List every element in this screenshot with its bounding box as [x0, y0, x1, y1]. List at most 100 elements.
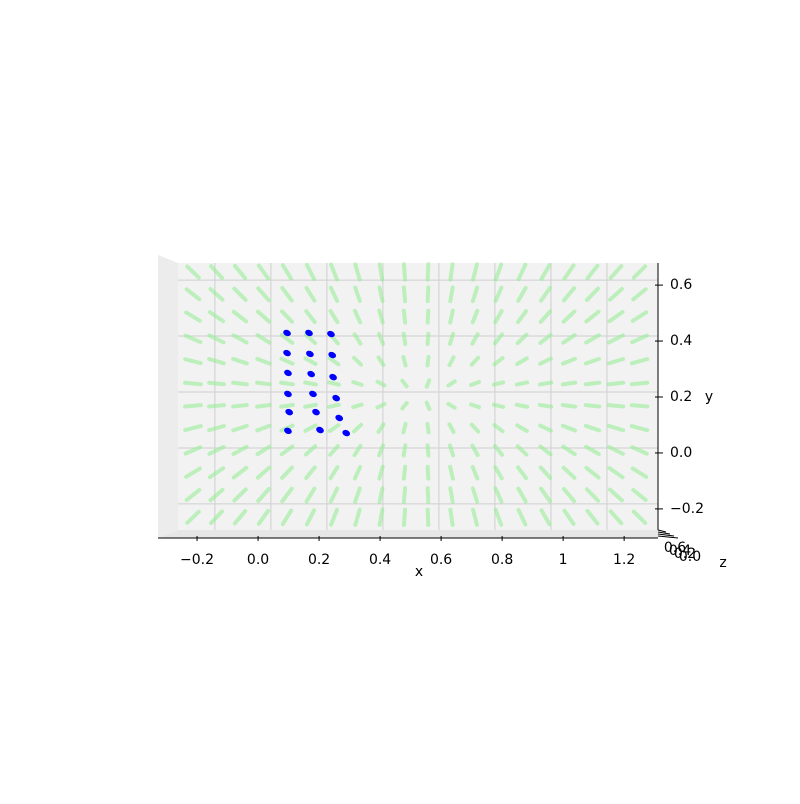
field-arrow — [377, 308, 385, 325]
floor-pane — [158, 530, 658, 538]
field-arrow — [400, 401, 409, 411]
field-arrow — [516, 285, 528, 303]
field-arrow — [516, 486, 528, 504]
z-tick — [657, 531, 671, 535]
x-tick-label: 0.2 — [308, 552, 330, 568]
z-tick-label: 0.4 — [669, 543, 691, 559]
field-arrow — [538, 465, 553, 480]
field-arrow — [560, 403, 578, 409]
x-tick-label: 1 — [559, 552, 568, 568]
field-arrow — [539, 263, 552, 281]
field-arrow — [470, 308, 480, 325]
field-arrow — [539, 486, 552, 504]
point — [312, 408, 320, 416]
field-arrow — [538, 332, 553, 345]
field-arrow — [493, 262, 504, 282]
field-arrow — [491, 402, 506, 409]
field-arrow — [352, 308, 363, 325]
field-arrow — [493, 507, 504, 527]
field-arrow — [232, 509, 248, 526]
field-arrow — [183, 424, 203, 433]
field-arrow — [448, 486, 455, 504]
field-arrow — [184, 310, 202, 323]
field-arrow — [327, 380, 341, 387]
field-arrow — [280, 486, 294, 504]
grid — [178, 263, 679, 541]
field-arrow — [516, 309, 528, 325]
field-arrow — [183, 357, 203, 366]
field-arrow — [280, 508, 294, 527]
field-arrow — [538, 423, 553, 433]
field-arrow — [184, 466, 202, 479]
field-arrow — [584, 333, 601, 345]
field-arrow — [401, 331, 408, 347]
field-arrow — [425, 464, 431, 481]
field-arrow — [631, 509, 648, 525]
field-arrow — [256, 286, 271, 303]
field-arrow — [515, 423, 529, 433]
field-arrow — [493, 465, 504, 481]
field-arrow — [561, 486, 577, 504]
field-arrow — [537, 402, 554, 409]
field-arrow — [471, 262, 479, 282]
field-arrow — [560, 356, 578, 366]
field-arrow — [255, 333, 272, 345]
y-tick-label: 0.6 — [670, 277, 692, 293]
labels: −0.2 0.0 0.2 0.4 0.6 0.8 1 1.2−0.20.00.20.40.60… — [180, 277, 704, 568]
point — [342, 429, 351, 437]
field-arrow — [425, 262, 431, 282]
field-arrow — [583, 403, 602, 409]
field-arrow — [538, 356, 553, 366]
field-arrow — [280, 263, 294, 281]
field-arrow — [470, 486, 480, 504]
field-arrow — [232, 263, 248, 281]
field-arrow — [183, 445, 203, 456]
field-arrow — [447, 331, 456, 346]
field-arrow — [538, 444, 553, 457]
field-arrow — [514, 380, 530, 387]
field-arrow — [400, 378, 409, 389]
field-arrow — [561, 333, 577, 345]
field-arrow — [468, 380, 482, 387]
field-arrow — [584, 465, 601, 480]
y-tick-label: 0.2 — [670, 389, 692, 405]
field-arrow — [353, 262, 362, 282]
field-arrow — [327, 423, 341, 434]
field-arrow — [491, 380, 506, 387]
field-arrow — [631, 264, 648, 280]
field-arrow — [470, 443, 480, 458]
field-arrow — [606, 403, 626, 409]
field-arrow — [185, 509, 201, 525]
field-arrow — [493, 486, 504, 504]
field-arrow — [425, 354, 431, 368]
field-arrow — [329, 262, 339, 282]
field-arrow — [304, 309, 317, 324]
field-arrow — [208, 487, 225, 503]
point — [284, 390, 292, 398]
x-tick-label: −0.2 — [180, 552, 214, 568]
field-arrow — [231, 444, 249, 456]
field-arrow — [583, 380, 602, 387]
field-arrow — [425, 486, 431, 504]
field-arrow — [560, 380, 578, 387]
field-arrow — [377, 507, 385, 527]
point — [307, 370, 315, 378]
field-arrow — [351, 380, 364, 387]
field-arrow — [401, 285, 408, 304]
field-arrow — [516, 262, 528, 282]
point — [335, 414, 344, 422]
field-arrow — [401, 443, 408, 458]
field-arrow — [207, 403, 226, 409]
field-arrow — [607, 444, 625, 456]
z-tick — [657, 529, 667, 533]
field-arrow — [209, 264, 224, 280]
field-arrow — [208, 287, 225, 302]
field-arrow — [255, 444, 272, 457]
field-arrow — [184, 287, 202, 302]
field-arrow — [279, 356, 295, 366]
point — [285, 408, 294, 416]
side-pane — [158, 255, 178, 538]
field-arrow — [447, 355, 456, 368]
field-arrow — [328, 285, 340, 303]
field-arrow — [352, 464, 363, 481]
